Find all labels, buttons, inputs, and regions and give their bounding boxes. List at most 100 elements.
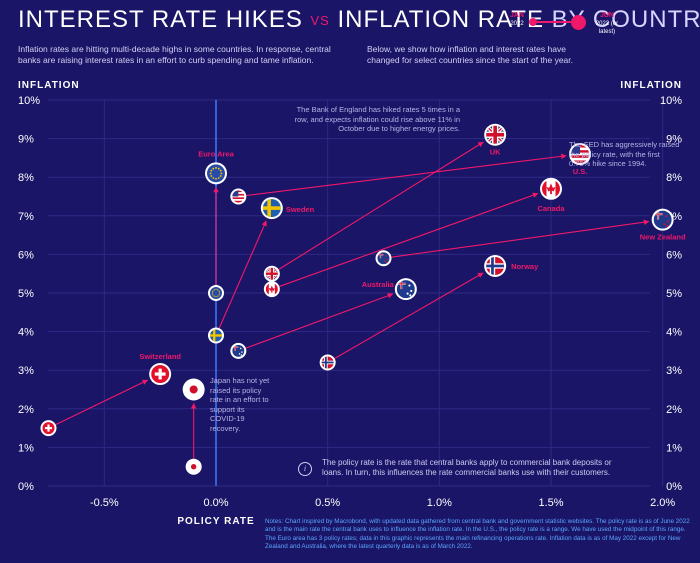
arrow-norway [334,272,484,359]
policy-info-text: The policy rate is the rate that central… [322,458,612,477]
arrow-new-zealand [391,219,650,258]
fed-annotation: The FED has aggressively raised the poli… [569,140,680,168]
y-tick-label-left: 5% [18,288,34,300]
arrow-u-s [246,153,567,197]
y-tick-label-left: 3% [18,365,34,377]
legend-end-sub: 2022 (or latest) [595,21,619,35]
axes: 0% 0%1% 1%2% 2%3% 3%4% 4%5% 5%6% 6%7% 7%8% 8%9% 9%… [18,80,682,527]
legend-line [537,21,571,23]
arrow-uk [278,141,484,270]
norway-flag-icon [486,256,505,275]
info-icon: i [298,462,312,476]
y-tick-label-left: 0% [18,481,34,493]
australia-flag-icon [396,280,415,299]
arrow-canada [279,192,539,287]
y-axis-label-left: INFLATION [18,80,80,91]
intro-right: Below, we show how inflation and interes… [367,44,574,65]
x-axis-label: POLICY RATE [177,516,254,527]
uk-flag-icon [486,125,505,144]
legend-end-label: JUN [599,12,614,19]
label-sweden: Sweden [286,205,315,214]
country-labels: U.S. UK Euro Area Sweden Canada New Zealand No… [139,148,686,361]
arrow-australia [245,293,394,349]
x-tick-label: 2.0% [650,497,675,509]
us-flag-icon [232,190,245,203]
y-tick-label-right: 0% [666,481,682,493]
y-tick-label-left: 4% [18,327,34,339]
y-tick-label-right: 5% [666,288,682,300]
eu-flag-icon [210,287,222,299]
point-latest-sweden [260,197,283,220]
y-tick-label-right: 6% [666,249,682,261]
grid [48,99,664,487]
y-tick-label-right: 10% [660,95,682,107]
uk-flag-icon [265,267,278,280]
y-tick-label-right: 8% [666,172,682,184]
point-jan-u-s [230,188,247,205]
legend-end-dot [571,15,586,30]
point-latest-u-s [569,143,592,166]
arrow-sweden [218,220,267,329]
japan-flag-icon [187,460,200,473]
point-latest-switzerland [149,363,172,386]
x-tick-label: 1.0% [427,497,452,509]
title-part-inflation: INFLATION RATE [337,6,544,33]
norway-flag-icon [321,356,334,369]
y-tick-label-left: 6% [18,249,34,261]
point-jan-norway [319,354,336,371]
point-jan-euro-area [208,285,224,301]
x-tick-label: 1.5% [538,497,563,509]
new-zealand-flag-icon [653,210,672,229]
label-new-zealand: New Zealand [640,233,686,242]
canada-flag-icon [542,179,560,198]
point-jan-switzerland [40,420,57,437]
y-tick-label-left: 7% [18,211,34,223]
point-jan-japan [185,458,202,475]
boe-annotation: The Bank of England has hiked rates 5 ti… [294,105,460,133]
y-axis-label-right: INFLATION [620,80,682,91]
point-latest-euro-area [205,162,227,185]
point-jan-canada [263,281,280,298]
y-tick-label-right: 2% [666,404,682,416]
y-tick-label-right: 9% [666,134,682,146]
y-tick-label-right: 3% [666,365,682,377]
label-canada: Canada [537,204,565,213]
time-legend: JAN 2022 JUN 2022 (or latest) [505,10,695,44]
sweden-flag-icon [262,199,281,218]
switzerland-flag-icon [151,365,170,384]
x-tick-label: 0.0% [203,497,228,509]
point-jan-uk [263,265,280,282]
sweden-flag-icon [210,329,222,342]
japan-flag-icon [184,380,203,399]
policy-info: i The policy rate is the rate that centr… [298,458,630,484]
points [40,123,674,475]
label-uk: UK [490,148,501,157]
arrow-switzerland [55,379,149,426]
legend-start-sub: 2022 [510,21,524,27]
title-part-hikes: INTEREST RATE HIKES [18,6,303,33]
footnote: Notes: Chart inspired by Macrobond, with… [265,518,690,551]
label-australia: Australia [362,280,395,289]
x-tick-label: -0.5% [90,497,119,509]
arrows [55,141,650,459]
australia-flag-icon [232,344,245,357]
point-jan-australia [230,342,247,359]
legend-end: JUN 2022 (or latest) [587,12,627,36]
label-norway: Norway [511,262,539,271]
eu-flag-icon [207,164,225,183]
point-latest-australia [394,278,417,301]
y-tick-label-right: 1% [666,442,682,454]
point-latest-japan [182,378,205,401]
legend-start-dot [529,18,537,26]
label-switzerland: Switzerland [139,352,181,361]
point-jan-new-zealand [375,250,392,267]
label-euro-area: Euro Area [198,149,234,158]
title-vs: VS [310,13,330,29]
point-latest-uk [484,123,507,146]
x-tick-label: 0.5% [315,497,340,509]
legend-start-label: JAN [509,12,524,19]
legend-start: JAN 2022 [505,12,529,28]
new-zealand-flag-icon [377,252,390,265]
y-tick-label-right: 4% [666,327,682,339]
